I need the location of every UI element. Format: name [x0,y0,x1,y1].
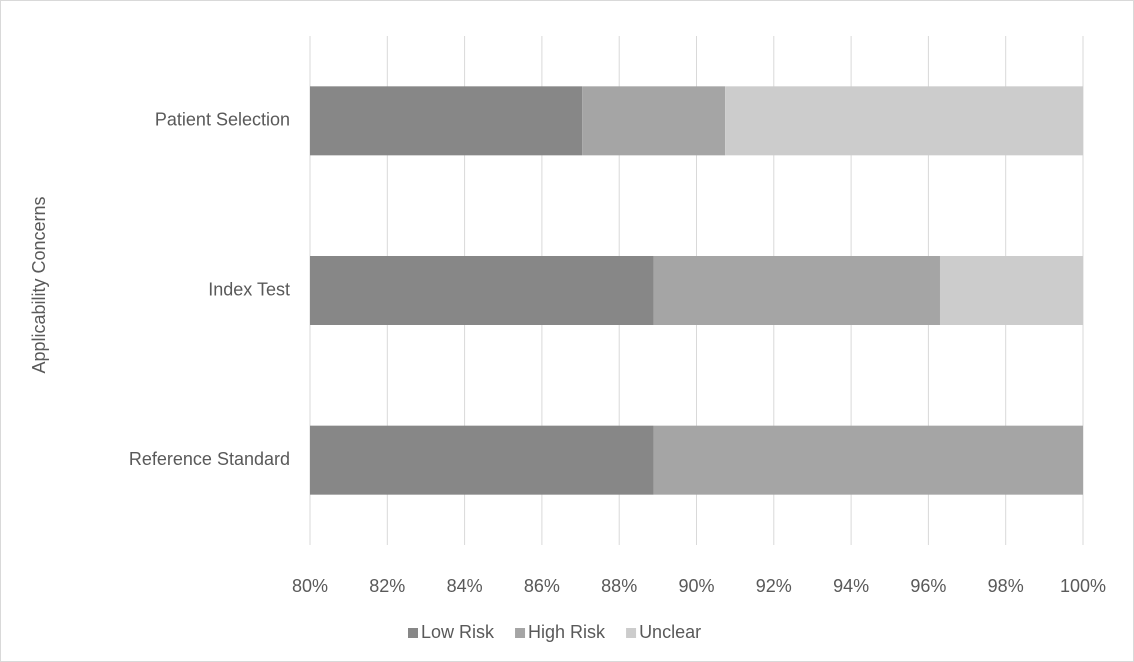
x-tick-label: 100% [1060,576,1106,596]
y-tick-label: Reference Standard [129,449,290,469]
legend-label: Unclear [639,622,701,642]
legend-swatch [515,628,526,638]
x-tick-label: 98% [988,576,1024,596]
x-tick-label: 96% [910,576,946,596]
x-tick-label: 92% [756,576,792,596]
legend-swatch [626,628,637,638]
legend-swatch [408,628,418,638]
bar-segment [939,256,1083,325]
x-tick-label: 80% [292,576,328,596]
bar-segment [653,256,940,325]
x-tick-label: 88% [601,576,637,596]
x-tick-label: 90% [678,576,714,596]
x-tick-label: 86% [524,576,560,596]
y-axis-title: Applicability Concerns [29,196,49,373]
bar-segment [310,425,654,495]
legend-label: High Risk [528,622,606,642]
x-tick-label: 84% [447,576,483,596]
y-tick-label: Index Test [208,279,290,299]
bar-segment [582,86,726,156]
x-tick-label: 82% [369,576,405,596]
bar-segment [310,256,654,325]
bar-segment [653,425,1083,495]
x-tick-label: 94% [833,576,869,596]
y-tick-label: Patient Selection [155,110,290,130]
legend-label: Low Risk [421,622,495,642]
bar-segment [310,86,583,156]
bar-segment [725,86,1083,156]
